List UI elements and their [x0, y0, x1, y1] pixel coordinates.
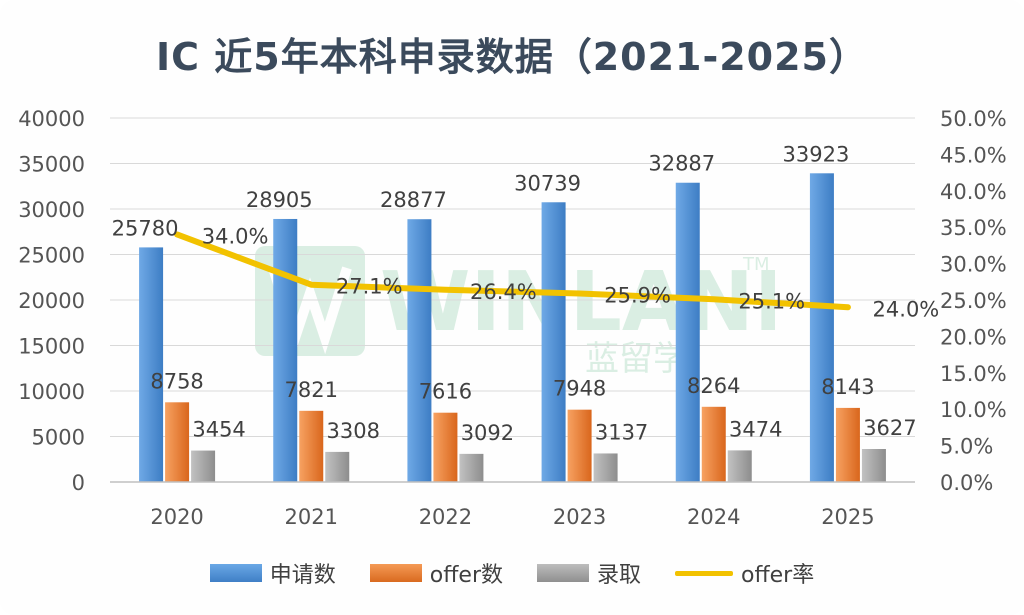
- bar-applications: [139, 247, 164, 482]
- offer-rate-line: [174, 231, 851, 311]
- right-tick-label: 5.0%: [940, 435, 993, 459]
- legend-swatch-offer-rate: [675, 570, 734, 576]
- data-labels: 25780 8758 3454 28905 7821 3308 28877 7616 3092 3…: [112, 142, 940, 445]
- bar-admitted: [191, 450, 216, 482]
- bar-applications: [541, 202, 566, 483]
- legend-label-offer-rate: offer率: [741, 563, 815, 588]
- left-tick-label: 15000: [18, 335, 85, 359]
- label-offers: 7948: [553, 377, 606, 401]
- bar-offers: [433, 412, 458, 482]
- legend-swatch-offers: [369, 564, 422, 582]
- label-applications: 28877: [380, 188, 447, 212]
- bar-admitted: [727, 450, 752, 482]
- legend-item-applications: 申请数: [209, 557, 336, 589]
- label-admitted: 3454: [192, 418, 245, 442]
- bar-admitted: [861, 448, 886, 482]
- x-tick-label: 2021: [285, 505, 338, 529]
- right-tick-label: 20.0%: [940, 325, 1007, 349]
- label-applications: 33923: [783, 142, 850, 166]
- legend-swatch-admitted: [537, 564, 589, 582]
- label-admitted: 3308: [327, 419, 380, 443]
- label-applications: 30739: [514, 171, 581, 195]
- legend-label-applications: 申请数: [269, 563, 336, 588]
- bar-offers: [567, 409, 592, 482]
- right-tick-label: 40.0%: [940, 180, 1007, 204]
- x-tick-label: 2024: [687, 505, 740, 529]
- x-tick-label: 2025: [821, 505, 874, 529]
- label-offers: 7821: [285, 378, 338, 402]
- label-applications: 25780: [112, 216, 179, 240]
- right-tick-label: 50.0%: [940, 107, 1007, 131]
- label-admitted: 3627: [863, 416, 916, 440]
- x-tick-label: 2023: [553, 505, 606, 529]
- label-offers: 8143: [821, 375, 874, 399]
- right-tick-label: 35.0%: [940, 216, 1007, 240]
- label-offer-rate: 27.1%: [336, 275, 403, 299]
- right-tick-label: 30.0%: [940, 253, 1007, 277]
- label-offer-rate: 25.9%: [604, 283, 671, 307]
- label-offers: 7616: [419, 380, 472, 404]
- right-tick-label: 15.0%: [940, 362, 1007, 386]
- left-tick-label: 40000: [18, 107, 85, 131]
- bar-applications: [675, 182, 700, 482]
- x-tick-label: 2022: [419, 505, 472, 529]
- x-tick-label: 2020: [150, 505, 203, 529]
- label-applications: 32887: [648, 152, 715, 176]
- left-y-axis: 0 5000 10000 15000 20000 25000 30000 35000 40000: [18, 107, 85, 495]
- bar-offers: [299, 410, 324, 482]
- legend-label-admitted: 录取: [597, 563, 642, 588]
- bar-offers: [701, 406, 726, 482]
- bar-applications: [407, 219, 432, 482]
- bar-admitted: [593, 453, 618, 482]
- label-offers: 8264: [687, 374, 740, 398]
- bar-admitted: [325, 451, 350, 482]
- label-offer-rate: 25.1%: [738, 289, 805, 313]
- left-tick-label: 0: [72, 471, 85, 495]
- legend: 申请数 offer数 录取 offer率: [0, 556, 1024, 590]
- offer-rate-polyline: [174, 231, 851, 311]
- label-offer-rate: 34.0%: [202, 224, 269, 248]
- label-offer-rate: 24.0%: [873, 297, 940, 321]
- bar-offers: [165, 402, 190, 482]
- x-axis: 2020 2021 2022 2023 2024 2025: [110, 481, 915, 529]
- bar-offers: [835, 407, 860, 482]
- label-admitted: 3474: [729, 417, 782, 441]
- chart-title: IC 近5年本科申录数据（2021-2025）: [156, 35, 868, 79]
- bar-applications: [273, 218, 298, 483]
- legend-item-admitted: 录取: [537, 557, 641, 589]
- right-tick-label: 0.0%: [940, 471, 993, 495]
- legend-item-offers: offer数: [369, 557, 503, 589]
- bar-applications: [809, 173, 834, 482]
- bar-series: [139, 173, 886, 483]
- label-admitted: 3092: [461, 421, 514, 445]
- left-tick-label: 20000: [18, 289, 85, 313]
- legend-item-offer-rate: offer率: [675, 557, 814, 589]
- right-y-axis: 0.0% 5.0% 10.0% 15.0% 20.0% 25.0% 30.0% 35.0% 40…: [940, 107, 1007, 495]
- label-admitted: 3137: [595, 420, 648, 444]
- legend-swatch-applications: [209, 564, 262, 582]
- right-tick-label: 45.0%: [940, 143, 1007, 167]
- right-tick-label: 25.0%: [940, 289, 1007, 313]
- left-tick-label: 30000: [18, 198, 85, 222]
- bar-admitted: [459, 453, 484, 482]
- left-tick-label: 10000: [18, 380, 85, 404]
- label-offers: 8758: [150, 369, 203, 393]
- legend-label-offers: offer数: [429, 563, 503, 588]
- left-tick-label: 25000: [18, 244, 85, 268]
- label-offer-rate: 26.4%: [470, 280, 537, 304]
- left-tick-label: 35000: [18, 153, 85, 177]
- right-tick-label: 10.0%: [940, 398, 1007, 422]
- label-applications: 28905: [246, 188, 313, 212]
- left-tick-label: 5000: [32, 426, 85, 450]
